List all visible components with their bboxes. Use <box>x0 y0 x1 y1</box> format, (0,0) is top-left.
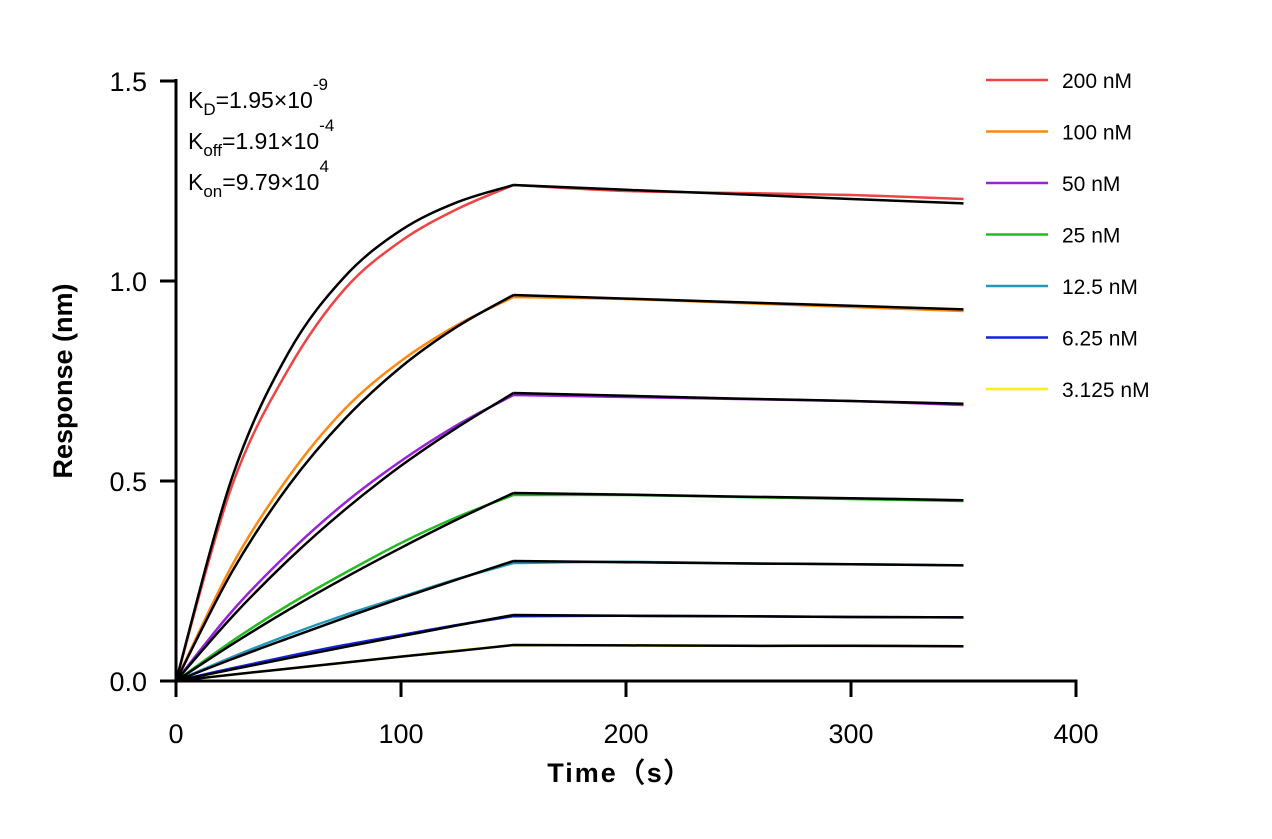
fit-curve-6-25-nM <box>175 613 964 683</box>
annotation-sub: D <box>203 100 215 119</box>
legend: 200 nM 100 nM 50 nM 25 nM 12.5 nM 6.25 nM 3.12… <box>986 70 1150 402</box>
fit-curve-25-nM <box>175 491 964 683</box>
annotation-base: K <box>188 128 204 154</box>
annotation-sup: -9 <box>313 75 328 94</box>
annotation-sup: -4 <box>319 116 334 135</box>
legend-label: 200 nM <box>1062 70 1132 93</box>
fit-curve-50-nM <box>175 391 964 682</box>
annotation-text: =9.79×10 <box>222 169 319 195</box>
fit-curve-3-125-nM <box>175 643 964 683</box>
curves <box>174 183 964 683</box>
annotation-sup: 4 <box>319 157 328 176</box>
fit-curve-200-nM <box>174 183 964 682</box>
measured-curve-25-nM <box>175 493 964 683</box>
annotation-sub: on <box>203 182 222 201</box>
kinetic-constant: KD=1.95×10-9 <box>188 75 328 119</box>
annotation-base: K <box>188 87 204 113</box>
measured-curve-6-25-nM <box>175 614 964 683</box>
legend-label: 25 nM <box>1062 225 1120 248</box>
x-tick-label: 200 <box>603 719 648 749</box>
annotation-base: K <box>188 169 204 195</box>
x-tick-label: 300 <box>828 719 873 749</box>
x-axis-label: Time（s） <box>547 758 693 788</box>
legend-label: 100 nM <box>1062 122 1132 145</box>
kinetic-constant: Kon=9.79×104 <box>188 157 329 201</box>
y-axis-label: Response (nm) <box>48 283 78 478</box>
kinetic-constant: Koff=1.91×10-4 <box>188 116 334 160</box>
legend-label: 50 nM <box>1062 173 1120 196</box>
y-tick-label: 1.5 <box>109 67 147 97</box>
legend-label: 12.5 nM <box>1062 276 1138 299</box>
annotation-sub: off <box>203 141 222 160</box>
y-tick-label: 0.5 <box>109 467 147 497</box>
measured-curve-12-5-nM <box>175 560 964 683</box>
fit-curve-100-nM <box>174 293 964 682</box>
x-tick-label: 0 <box>168 719 183 749</box>
legend-label: 3.125 nM <box>1062 379 1150 402</box>
ticks: 0 100 200 300 400 0.0 0.5 1.0 1.5 <box>109 67 1098 749</box>
measured-curve-100-nM <box>174 295 964 682</box>
fit-curve-12-5-nM <box>175 559 964 683</box>
y-tick-label: 1.0 <box>109 267 147 297</box>
x-tick-label: 100 <box>378 719 423 749</box>
x-tick-label: 400 <box>1053 719 1098 749</box>
measured-curve-3-125-nM <box>175 643 964 683</box>
measured-curve-50-nM <box>175 393 964 682</box>
annotation-text: =1.95×10 <box>216 87 313 113</box>
y-tick-label: 0.0 <box>109 667 147 697</box>
legend-label: 6.25 nM <box>1062 328 1138 351</box>
annotation-text: =1.91×10 <box>222 128 319 154</box>
